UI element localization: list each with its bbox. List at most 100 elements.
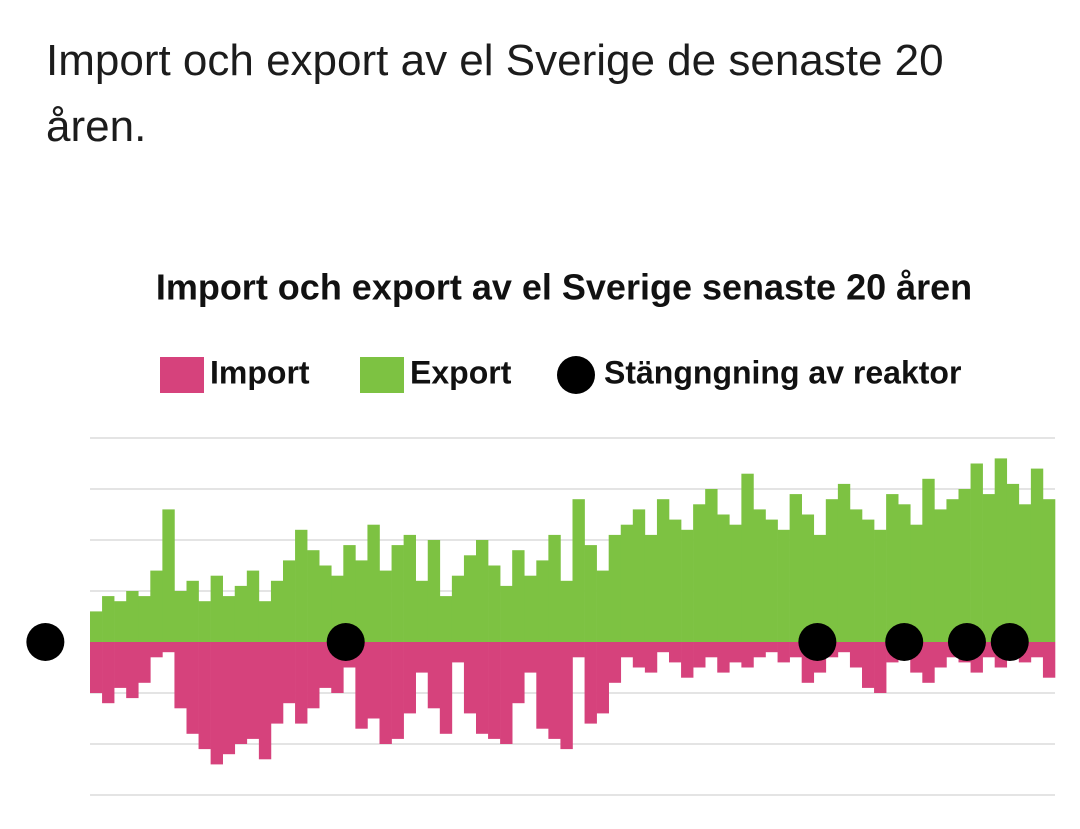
bar [765,519,778,642]
bar [234,585,248,642]
bar [656,642,670,653]
bar [669,642,682,663]
bar [138,642,151,683]
bar [270,642,284,724]
bar [222,596,236,642]
bar [729,524,742,642]
bar [222,642,236,755]
bar [934,642,947,668]
bar [379,570,392,642]
bar [982,494,995,642]
bar [307,642,320,709]
legend-swatch [360,357,404,393]
bar [886,494,899,642]
bar [295,642,308,724]
bar [138,596,151,642]
bar [1030,468,1044,642]
bar [451,575,465,642]
bar [476,540,489,642]
bar [319,565,332,642]
bar [451,642,465,663]
bar [656,499,670,642]
post-title: Import och export av el Sverige de senas… [46,36,944,151]
bar [162,642,175,653]
bar [476,642,489,734]
bar [681,529,694,642]
bar [210,575,223,642]
legend-label: Export [410,354,512,390]
reactor-closure [26,623,65,661]
bar [922,478,935,642]
bar [512,642,525,704]
bar [283,642,296,704]
bar [608,642,622,683]
bar [862,642,875,688]
legend-swatch [160,357,204,393]
bar [343,545,356,642]
bar [355,642,368,729]
bar [898,504,911,642]
bar [355,560,368,642]
bar [705,489,718,642]
legend-label: Import [210,354,310,390]
bar [596,570,609,642]
bar [837,642,851,653]
bar [403,534,416,642]
bar [584,642,597,724]
bar [174,591,187,642]
bar [488,565,501,642]
bar [753,509,766,642]
bar [270,580,284,642]
bar [210,642,223,765]
bar [198,601,211,642]
bar [632,509,646,642]
bar [439,642,453,734]
bar [632,642,646,668]
reactor-closure [990,623,1029,661]
bar [463,642,477,714]
bar [258,642,272,760]
chart-title: Import och export av el Sverige senaste … [156,267,972,308]
bar [186,642,199,734]
bar [669,519,682,642]
bar [90,611,103,642]
bar [500,642,513,744]
bar [391,545,404,642]
bar [295,529,308,642]
bar [970,463,983,642]
bar [584,545,597,642]
bar [102,642,115,704]
bar [789,494,802,642]
bar [741,642,754,668]
bar [608,534,622,642]
bar [910,524,923,642]
bar [596,642,609,714]
bar [246,570,260,642]
bar [1042,642,1056,678]
bar [729,642,742,663]
bar [874,529,887,642]
bar [765,642,778,653]
bar [439,596,453,642]
bar [1018,504,1032,642]
bar [258,601,272,642]
bar [825,499,839,642]
bar [837,483,851,642]
bar [90,642,103,693]
bar [777,529,790,642]
bar [560,642,573,750]
bar [548,534,561,642]
bar [246,642,260,739]
bar [415,580,429,642]
bar [644,642,658,673]
legend-marker [557,356,595,394]
bar [488,642,501,739]
bar [415,642,429,673]
bar [620,524,634,642]
bar [801,514,815,642]
bar [946,499,959,642]
bar [753,642,766,658]
bar [849,642,863,668]
bar [620,642,634,658]
